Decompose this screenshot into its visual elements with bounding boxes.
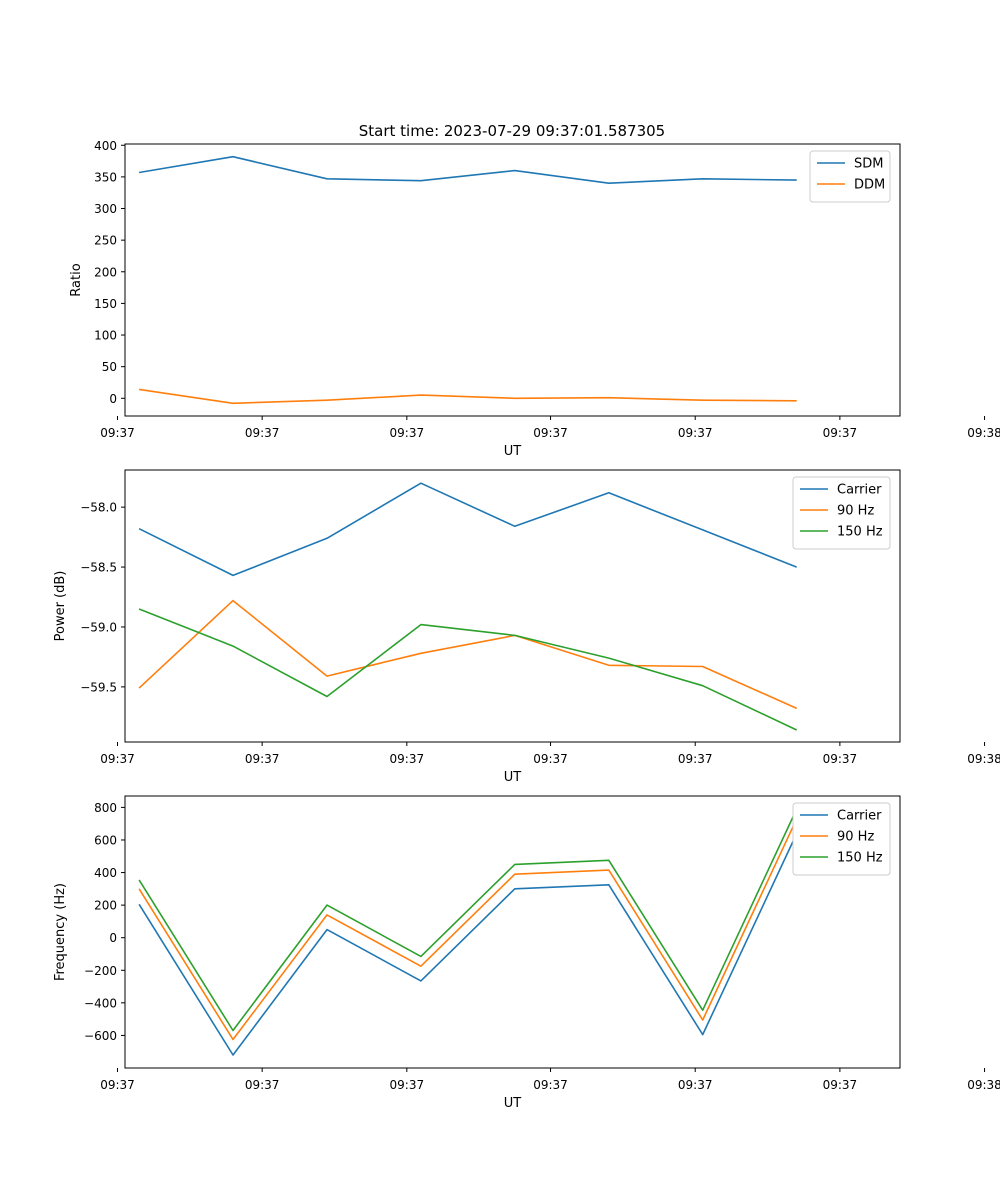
legend-label: DDM: [854, 178, 885, 193]
x-tick-label: 09:37: [100, 1078, 135, 1092]
x-axis-label: UT: [504, 1096, 522, 1111]
y-tick-label: 350: [94, 170, 117, 184]
y-tick-label: −600: [84, 1029, 117, 1043]
y-tick-label: −59.0: [80, 620, 117, 634]
series-line-150-hz: [138, 808, 798, 1032]
legend-label: 150 Hz: [837, 525, 883, 540]
x-tick-label: 09:38: [967, 752, 1000, 766]
y-tick-label: −58.5: [80, 561, 117, 575]
series-line-carrier: [138, 833, 798, 1056]
x-tick-label: 09:37: [533, 426, 568, 440]
y-tick-label: −59.5: [80, 680, 117, 694]
x-tick-label: 09:37: [390, 752, 425, 766]
series-line-150-hz: [138, 608, 798, 731]
y-tick-label: 600: [94, 833, 117, 847]
x-tick-label: 09:37: [533, 752, 568, 766]
y-tick-label: 300: [94, 202, 117, 216]
subplot-2: 09:37 09:37 09:37 09:37 09:37 09:37 09:38 −59.5…: [53, 469, 1000, 785]
x-tick-label: 09:37: [823, 752, 858, 766]
x-axis-label: UT: [504, 444, 522, 459]
subplot-3: 09:37 09:37 09:37 09:37 09:37 09:37 09:38 −600 −…: [53, 795, 1000, 1111]
y-tick-label: 200: [94, 265, 117, 279]
axes-frame: [124, 469, 901, 743]
y-axis-label: Frequency (Hz): [53, 883, 68, 981]
axes-frame: [124, 143, 901, 417]
y-tick-label: 0: [109, 392, 117, 406]
x-tick-label: 09:37: [823, 1078, 858, 1092]
x-axis-label: UT: [504, 770, 522, 785]
legend-label: Carrier: [837, 483, 882, 498]
axes-frame: [124, 795, 901, 1069]
x-tick-label: 09:37: [245, 752, 280, 766]
x-tick-label: 09:37: [678, 1078, 713, 1092]
y-tick-label: 150: [94, 297, 117, 311]
x-tick-label: 09:37: [823, 426, 858, 440]
x-tick-label: 09:37: [100, 426, 135, 440]
y-tick-label: 400: [94, 866, 117, 880]
series-line-ddm: [138, 388, 797, 405]
y-tick-label: −400: [84, 996, 117, 1010]
legend-label: 90 Hz: [837, 830, 874, 845]
x-tick-label: 09:37: [245, 426, 280, 440]
legend: Carrier 90 Hz 150 Hz: [792, 476, 891, 550]
y-tick-label: 250: [94, 234, 117, 248]
legend-label: 90 Hz: [837, 504, 874, 519]
figure-title: Start time: 2023-07-29 09:37:01.587305: [359, 122, 665, 140]
x-tick-label: 09:37: [100, 752, 135, 766]
y-tick-label: 800: [94, 801, 117, 815]
y-tick-label: 100: [94, 329, 117, 343]
y-tick-label: −58.0: [80, 501, 117, 515]
x-tick-label: 09:37: [678, 752, 713, 766]
legend: SDM DDM: [809, 150, 891, 203]
x-tick-label: 09:38: [967, 426, 1000, 440]
y-tick-label: −200: [84, 964, 117, 978]
legend: Carrier 90 Hz 150 Hz: [792, 802, 891, 876]
subplots: 09:37 09:37 09:37 09:37 09:37 09:37 09:38 0 50 10…: [53, 139, 1000, 1111]
legend-label: Carrier: [837, 809, 882, 824]
series-line-carrier: [138, 482, 797, 577]
y-tick-label: 200: [94, 899, 117, 913]
x-tick-label: 09:37: [390, 426, 425, 440]
y-tick-label: 400: [94, 139, 117, 153]
y-axis-label: Power (dB): [53, 571, 68, 642]
y-tick-label: 50: [102, 360, 117, 374]
y-tick-label: 0: [109, 931, 117, 945]
x-tick-label: 09:37: [245, 1078, 280, 1092]
legend-label: SDM: [854, 157, 883, 172]
subplot-1: 09:37 09:37 09:37 09:37 09:37 09:37 09:38 0 50 10…: [69, 139, 1000, 459]
series-line-90-hz: [138, 599, 798, 710]
legend-label: 150 Hz: [837, 851, 883, 866]
x-tick-label: 09:38: [967, 1078, 1000, 1092]
series-line-90-hz: [138, 818, 798, 1041]
x-tick-label: 09:37: [678, 426, 713, 440]
x-tick-label: 09:37: [390, 1078, 425, 1092]
y-axis-label: Ratio: [69, 263, 84, 296]
x-tick-label: 09:37: [533, 1078, 568, 1092]
series-line-sdm: [138, 155, 797, 184]
